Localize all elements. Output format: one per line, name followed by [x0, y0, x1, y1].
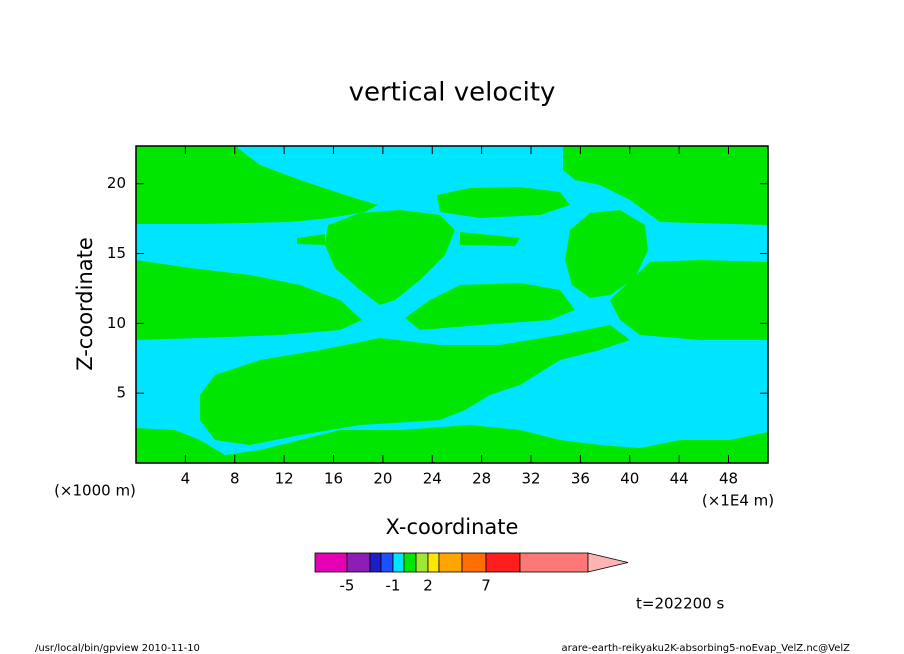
plot-frame [135, 145, 769, 464]
colorbar-segment [461, 552, 487, 573]
colorbar-segment [369, 552, 382, 573]
y-tick-label: 10 [107, 314, 126, 332]
contour-region [297, 234, 325, 245]
y-unit: (×1000 m) [54, 482, 136, 500]
colorbar-segment [415, 552, 429, 573]
footer-left: /usr/local/bin/gpview 2010-11-10 [35, 643, 200, 654]
colorbar-extension [587, 552, 629, 573]
contour-region [325, 210, 455, 305]
chart-title: vertical velocity [349, 78, 556, 108]
x-tick-label: 28 [472, 470, 491, 488]
x-tick-label: 32 [521, 470, 540, 488]
x-tick-label: 48 [719, 470, 738, 488]
x-tick-label: 36 [571, 470, 590, 488]
colorbar-tick-label: -5 [340, 577, 355, 595]
colorbar-segment [427, 552, 440, 573]
contour-region [565, 210, 648, 298]
colorbar-tick-label: -1 [386, 577, 401, 595]
contour-region [563, 146, 768, 225]
x-tick-label: 20 [373, 470, 392, 488]
x-tick-label: 8 [230, 470, 240, 488]
x-tick-label: 4 [181, 470, 191, 488]
contour-region [405, 283, 575, 330]
x-tick-label: 40 [620, 470, 639, 488]
colorbar-segment [346, 552, 371, 573]
colorbar-tick-label: 7 [481, 577, 491, 595]
colorbar-segment [438, 552, 463, 573]
y-tick-label: 15 [107, 244, 126, 262]
x-tick-label: 12 [275, 470, 294, 488]
contour-region [136, 260, 362, 340]
y-tick-label: 5 [116, 384, 126, 402]
colorbar-tick-label: 2 [423, 577, 433, 595]
colorbar-segment [519, 552, 589, 573]
x-tick-label: 16 [324, 470, 343, 488]
colorbar-segment [485, 552, 521, 573]
x-tick-label: 44 [670, 470, 689, 488]
y-tick-label: 20 [107, 174, 126, 192]
x-tick-label: 24 [423, 470, 442, 488]
contour-region [136, 425, 768, 463]
time-label: t=202200 s [636, 595, 724, 613]
contour-region [200, 325, 630, 445]
contour-region [460, 232, 520, 246]
y-axis-title: Z-coordinate [73, 237, 97, 371]
colorbar-segment [392, 552, 405, 573]
contour-region [136, 146, 378, 224]
contour-region [437, 187, 570, 218]
colorbar-segment [403, 552, 417, 573]
x-unit: (×1E4 m) [702, 492, 774, 510]
contour-region [610, 260, 768, 340]
x-axis-title: X-coordinate [386, 515, 519, 539]
footer-right: arare-earth-reikyaku2K-absorbing5-noEvap… [562, 643, 851, 654]
colorbar-segment [314, 552, 348, 573]
colorbar-segment [380, 552, 394, 573]
